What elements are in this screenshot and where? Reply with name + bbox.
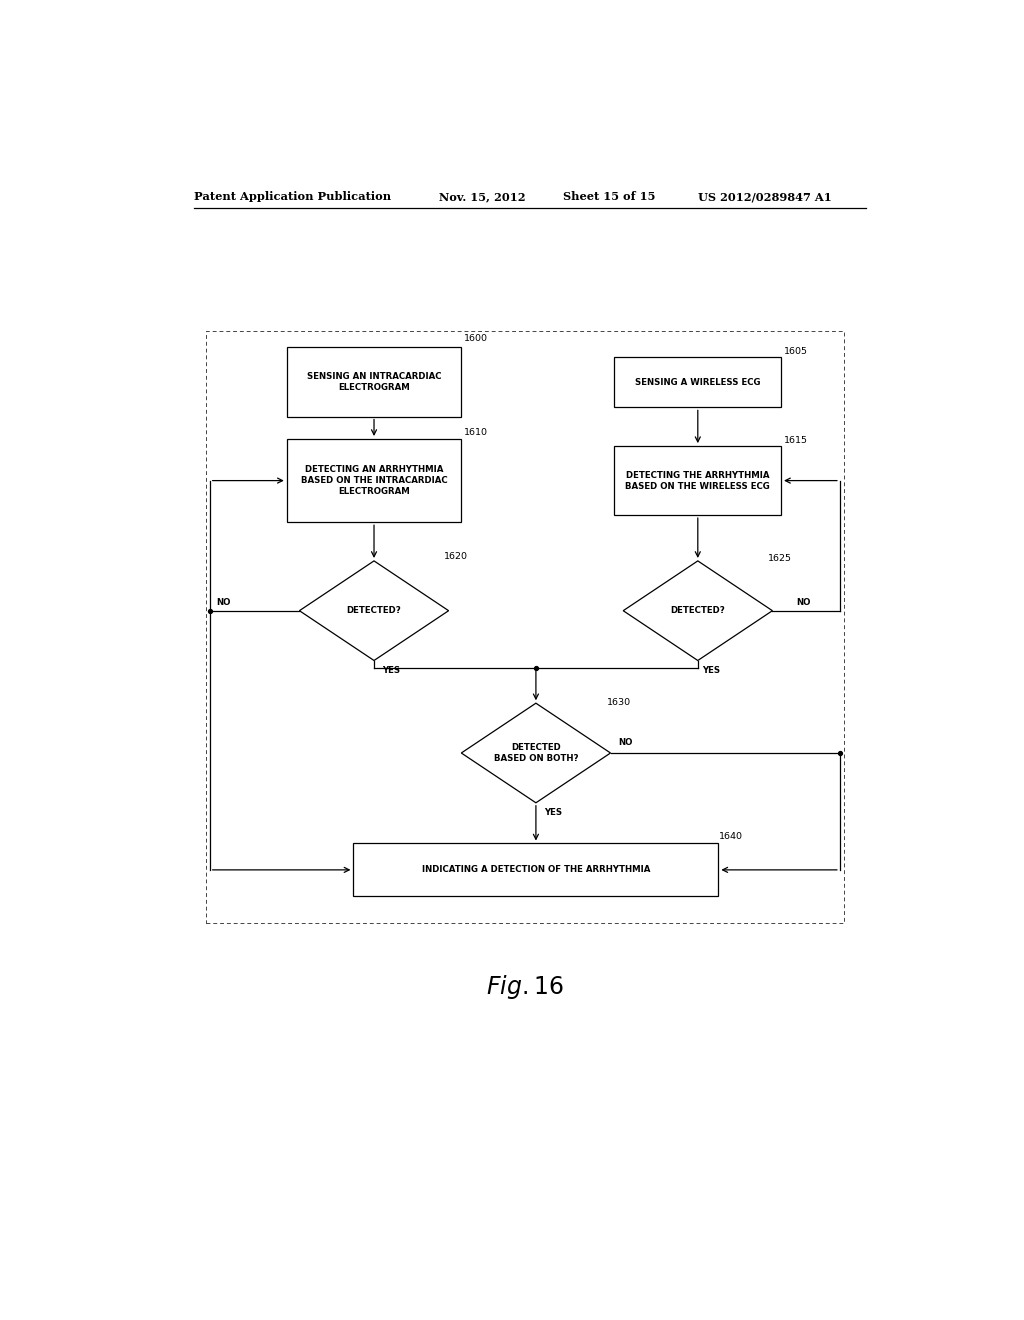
Text: 1605: 1605 bbox=[783, 347, 808, 355]
Bar bbox=[287, 440, 462, 523]
Text: 1615: 1615 bbox=[783, 436, 808, 445]
Text: SENSING AN INTRACARDIAC
ELECTROGRAM: SENSING AN INTRACARDIAC ELECTROGRAM bbox=[307, 372, 441, 392]
Text: Nov. 15, 2012: Nov. 15, 2012 bbox=[439, 191, 525, 202]
Text: YES: YES bbox=[544, 808, 562, 817]
Text: NO: NO bbox=[797, 598, 811, 607]
Bar bbox=[353, 843, 719, 896]
Text: NO: NO bbox=[216, 598, 230, 607]
Bar bbox=[206, 331, 844, 923]
Text: DETECTED?: DETECTED? bbox=[347, 606, 401, 615]
Bar bbox=[614, 356, 781, 408]
Text: Patent Application Publication: Patent Application Publication bbox=[194, 191, 391, 202]
Text: US 2012/0289847 A1: US 2012/0289847 A1 bbox=[697, 191, 831, 202]
Bar bbox=[287, 347, 462, 417]
Text: 1640: 1640 bbox=[719, 833, 742, 841]
Text: SENSING A WIRELESS ECG: SENSING A WIRELESS ECG bbox=[635, 378, 761, 387]
Text: 1630: 1630 bbox=[607, 698, 632, 708]
Text: 1620: 1620 bbox=[443, 552, 468, 561]
Text: 1600: 1600 bbox=[464, 334, 487, 343]
Polygon shape bbox=[299, 561, 449, 660]
Text: DETECTING AN ARRHYTHMIA
BASED ON THE INTRACARDIAC
ELECTROGRAM: DETECTING AN ARRHYTHMIA BASED ON THE INT… bbox=[301, 465, 447, 496]
Bar bbox=[614, 446, 781, 515]
Text: NO: NO bbox=[618, 738, 633, 747]
Text: $\mathit{Fig.16}$: $\mathit{Fig.16}$ bbox=[486, 973, 563, 1001]
Text: 1610: 1610 bbox=[464, 428, 487, 437]
Text: INDICATING A DETECTION OF THE ARRHYTHMIA: INDICATING A DETECTION OF THE ARRHYTHMIA bbox=[422, 866, 650, 874]
Text: YES: YES bbox=[382, 665, 400, 675]
Text: DETECTED
BASED ON BOTH?: DETECTED BASED ON BOTH? bbox=[494, 743, 579, 763]
Text: Sheet 15 of 15: Sheet 15 of 15 bbox=[563, 191, 655, 202]
Text: DETECTED?: DETECTED? bbox=[671, 606, 725, 615]
Polygon shape bbox=[624, 561, 772, 660]
Text: 1625: 1625 bbox=[768, 554, 792, 562]
Polygon shape bbox=[462, 704, 610, 803]
Text: YES: YES bbox=[702, 665, 721, 675]
Text: DETECTING THE ARRHYTHMIA
BASED ON THE WIRELESS ECG: DETECTING THE ARRHYTHMIA BASED ON THE WI… bbox=[626, 470, 770, 491]
